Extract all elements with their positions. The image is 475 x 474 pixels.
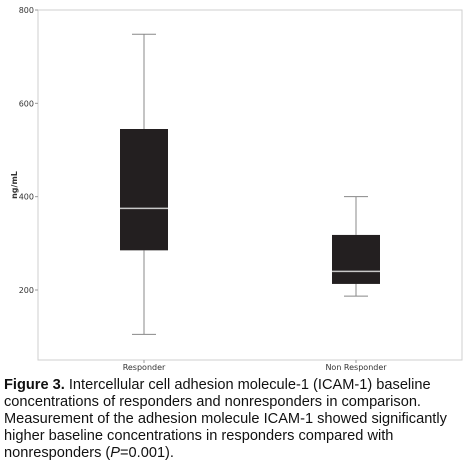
plot-frame	[37, 9, 463, 361]
x-axis-ticks: Responder Non Responder	[123, 360, 387, 372]
y-tick-label: 200	[19, 286, 34, 295]
y-tick-label: 800	[19, 6, 34, 15]
boxes	[120, 33, 380, 335]
iqr-box	[332, 234, 380, 284]
x-tick-label: Non Responder	[325, 363, 387, 372]
box-plot-chart: 200 400 600 800 Responder Non Responder ng/m…	[10, 6, 463, 372]
iqr-box	[120, 129, 168, 251]
box-responder	[120, 33, 168, 335]
figure-caption: Figure 3. Intercellular cell adhesion mo…	[4, 377, 472, 462]
y-tick-label: 400	[19, 193, 34, 202]
x-tick-label: Responder	[123, 363, 166, 372]
y-axis-label: ng/mL	[10, 171, 19, 199]
caption-p-symbol: P	[110, 445, 121, 461]
caption-text-end: =0.001).	[120, 445, 174, 461]
caption-text: Intercellular cell adhesion molecule-1 (…	[4, 377, 447, 461]
y-axis-ticks: 200 400 600 800	[19, 6, 38, 295]
box-non-responder	[332, 196, 380, 297]
y-tick-label: 600	[19, 99, 34, 108]
caption-label: Figure 3.	[4, 377, 65, 393]
